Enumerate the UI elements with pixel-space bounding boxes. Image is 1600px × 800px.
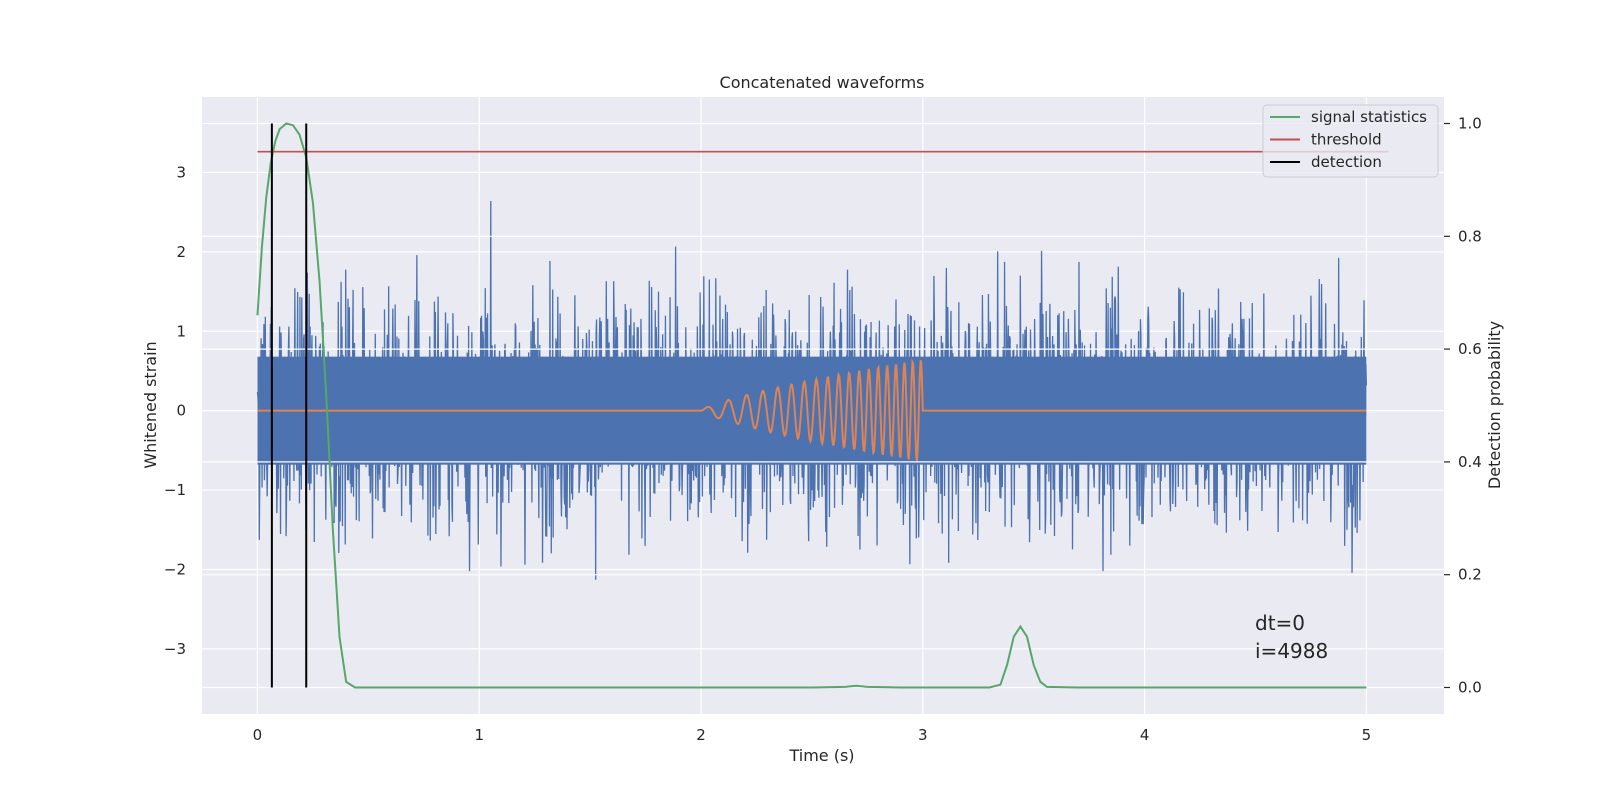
y-tick-label: 3 xyxy=(176,163,186,181)
y-axis-label: Whitened strain xyxy=(141,341,160,468)
x-tick-label: 5 xyxy=(1362,726,1372,744)
legend: signal statistics threshold detection xyxy=(1262,104,1439,178)
signal-statistics-series xyxy=(256,122,1367,689)
detection-series xyxy=(270,123,308,688)
injection-line xyxy=(257,358,1367,462)
y-right-tick-label: 1.0 xyxy=(1458,115,1482,133)
legend-label-signal-statistics: signal statistics xyxy=(1311,108,1427,126)
y-tick-label: −1 xyxy=(164,481,186,499)
legend-label-detection: detection xyxy=(1311,153,1382,171)
legend-label-threshold: threshold xyxy=(1311,131,1382,149)
y-right-tick-label: 0.0 xyxy=(1458,678,1482,696)
x-tick-label: 4 xyxy=(1140,726,1150,744)
legend-box xyxy=(1262,104,1439,178)
signal-statistics-line xyxy=(256,122,1367,689)
y-right-tick-label: 0.2 xyxy=(1458,566,1482,584)
chart-title: Concatenated waveforms xyxy=(720,73,925,92)
x-tick-label: 2 xyxy=(696,726,706,744)
annotation-dt: dt=0 xyxy=(1255,611,1305,635)
x-tick-label: 0 xyxy=(253,726,263,744)
ticks: 0 1 2 3 4 5 −3 −2 −1 0 1 2 3 0.0 0.2 0.4 0.6 0.8 1.0 xyxy=(164,115,1482,744)
y-tick-label: 2 xyxy=(176,243,186,261)
annotation-i: i=4988 xyxy=(1255,639,1328,663)
y-tick-label: 0 xyxy=(176,402,186,420)
x-tick-label: 1 xyxy=(474,726,484,744)
x-axis-label: Time (s) xyxy=(788,746,854,765)
y-tick-label: −2 xyxy=(164,560,186,578)
y-right-tick-label: 0.4 xyxy=(1458,453,1482,471)
y-tick-label: −3 xyxy=(164,640,186,658)
y-right-tick-label: 0.8 xyxy=(1458,227,1482,245)
y-axis-right-label: Detection probability xyxy=(1485,321,1504,489)
y-tick-label: 1 xyxy=(176,322,186,340)
y-right-tick-label: 0.6 xyxy=(1458,340,1482,358)
x-tick-label: 3 xyxy=(918,726,928,744)
strain-line xyxy=(256,200,1368,580)
injection-series xyxy=(257,358,1367,462)
